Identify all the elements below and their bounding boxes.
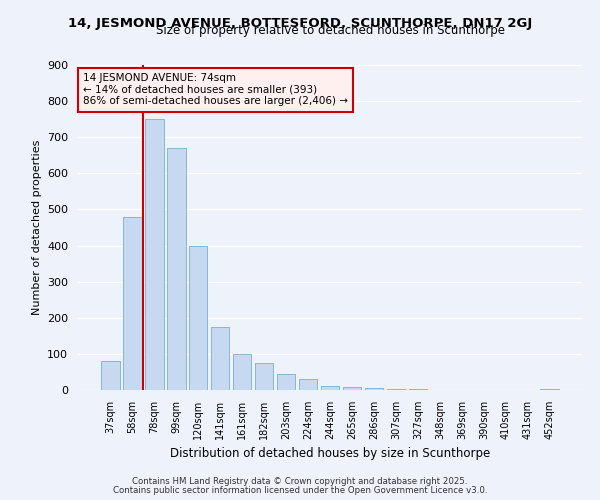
Bar [343,387,361,390]
Bar [101,361,119,390]
Bar [255,363,274,390]
Text: 14, JESMOND AVENUE, BOTTESFORD, SCUNTHORPE, DN17 2GJ: 14, JESMOND AVENUE, BOTTESFORD, SCUNTHOR… [68,18,532,30]
Y-axis label: Number of detached properties: Number of detached properties [32,140,41,315]
Bar [365,388,383,390]
Bar [277,374,295,390]
X-axis label: Distribution of detached houses by size in Scunthorpe: Distribution of detached houses by size … [170,448,490,460]
Bar [123,216,142,390]
Text: Contains HM Land Registry data © Crown copyright and database right 2025.: Contains HM Land Registry data © Crown c… [132,477,468,486]
Title: Size of property relative to detached houses in Scunthorpe: Size of property relative to detached ho… [155,24,505,38]
Bar [189,246,208,390]
Text: 14 JESMOND AVENUE: 74sqm
← 14% of detached houses are smaller (393)
86% of semi-: 14 JESMOND AVENUE: 74sqm ← 14% of detach… [83,73,348,106]
Bar [233,354,251,390]
Bar [299,379,317,390]
Text: Contains public sector information licensed under the Open Government Licence v3: Contains public sector information licen… [113,486,487,495]
Bar [211,327,229,390]
Bar [167,148,185,390]
Bar [145,119,164,390]
Bar [320,386,340,390]
Bar [386,388,405,390]
Bar [541,389,559,390]
